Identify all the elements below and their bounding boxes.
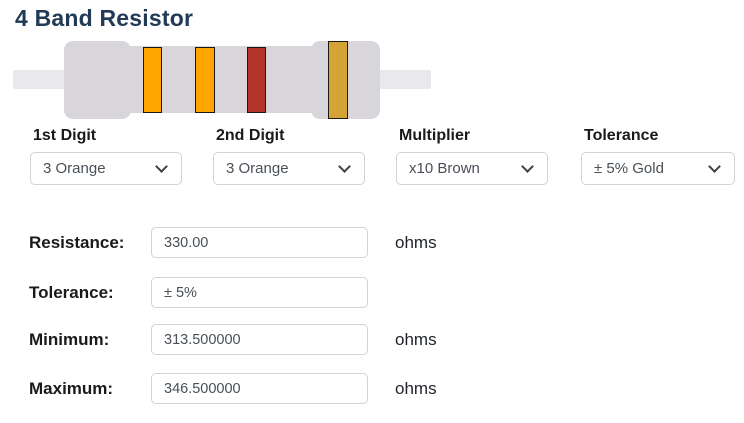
row-resistance: Resistance: ohms — [0, 227, 744, 258]
group-tolerance: Tolerance ± 5% Gold — [581, 127, 735, 185]
resistor-graphic — [0, 0, 744, 125]
label-resistance: Resistance: — [29, 233, 125, 252]
label-multiplier: Multiplier — [399, 127, 471, 144]
select-wrap-1st-digit: 3 Orange — [30, 152, 182, 185]
minimum-input[interactable] — [151, 324, 368, 355]
row-minimum: Minimum: ohms — [0, 324, 744, 355]
select-wrap-2nd-digit: 3 Orange — [213, 152, 365, 185]
group-1st-digit: 1st Digit 3 Orange — [30, 127, 182, 185]
row-maximum: Maximum: ohms — [0, 373, 744, 404]
select-2nd-digit[interactable]: 3 Orange — [213, 152, 365, 185]
label-1st-digit: 1st Digit — [33, 127, 97, 144]
maximum-input[interactable] — [151, 373, 368, 404]
select-wrap-multiplier: x10 Brown — [396, 152, 548, 185]
select-tolerance[interactable]: ± 5% Gold — [581, 152, 735, 185]
resistor-band-1st-digit — [143, 47, 162, 113]
label-tolerance: Tolerance — [584, 127, 659, 144]
resistance-input[interactable] — [151, 227, 368, 258]
resistor-band-2nd-digit — [195, 47, 215, 113]
label-minimum: Minimum: — [29, 330, 110, 349]
label-tolerance-result: Tolerance: — [29, 283, 114, 302]
unit-resistance: ohms — [395, 233, 437, 252]
select-multiplier[interactable]: x10 Brown — [396, 152, 548, 185]
resistor-band-tolerance — [328, 41, 348, 119]
row-tolerance: Tolerance: — [0, 277, 744, 308]
tolerance-input[interactable] — [151, 277, 368, 308]
group-multiplier: Multiplier x10 Brown — [396, 127, 548, 185]
unit-maximum: ohms — [395, 379, 437, 398]
unit-minimum: ohms — [395, 330, 437, 349]
label-maximum: Maximum: — [29, 379, 114, 398]
resistor-band-multiplier — [247, 47, 266, 113]
select-wrap-tolerance: ± 5% Gold — [581, 152, 735, 185]
select-1st-digit[interactable]: 3 Orange — [30, 152, 182, 185]
page-title: 4 Band Resistor — [15, 5, 194, 31]
label-2nd-digit: 2nd Digit — [216, 127, 285, 144]
group-2nd-digit: 2nd Digit 3 Orange — [213, 127, 365, 185]
